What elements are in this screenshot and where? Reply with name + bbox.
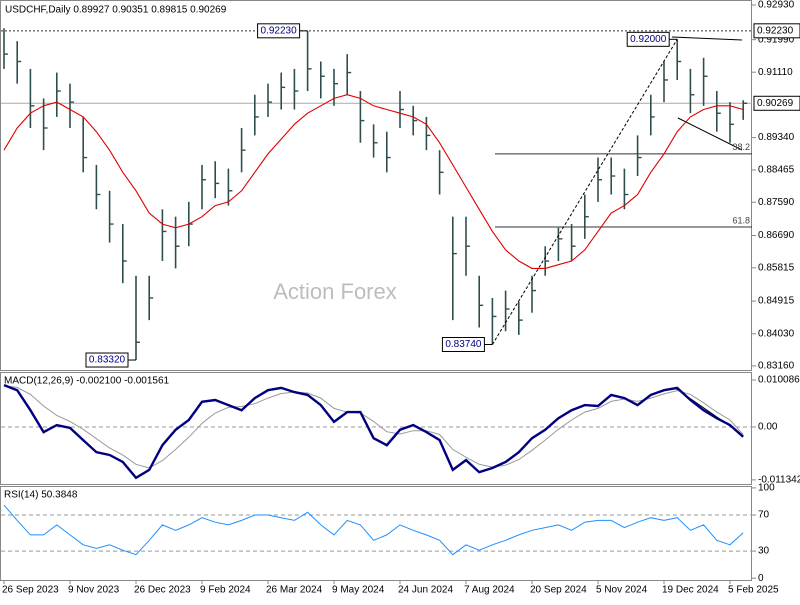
x-tick-label: 5 Feb 2025 xyxy=(728,585,779,596)
peak-label-box xyxy=(441,337,485,353)
rsi-line xyxy=(3,504,744,556)
y-tick-label: 0.87590 xyxy=(758,197,795,208)
y-tick-label: 0.88465 xyxy=(758,165,795,176)
trendline xyxy=(491,39,678,345)
y-tick-label: 0.83160 xyxy=(758,361,795,372)
level-label-box xyxy=(753,23,800,39)
x-tick-label: 19 Dec 2024 xyxy=(662,585,719,596)
x-tick-label: 9 May 2024 xyxy=(332,585,385,596)
macd-panel xyxy=(0,372,752,485)
y-tick-label: 0.85815 xyxy=(758,262,795,273)
price-panel xyxy=(0,0,752,371)
chart-title: RSI(14) 50.3848 xyxy=(4,490,78,501)
fib-label: 61.8 xyxy=(732,215,750,225)
peak-label-box xyxy=(626,31,670,47)
y-tick-label: 0.86690 xyxy=(758,230,795,241)
y-tick-label: 0.84915 xyxy=(758,296,795,307)
level-label-box xyxy=(753,95,800,111)
x-tick-label: 24 Jun 2024 xyxy=(398,585,453,596)
trendline xyxy=(671,36,743,41)
x-tick-label: 26 Mar 2024 xyxy=(266,585,323,596)
moving-average xyxy=(3,94,744,269)
y-tick-label: 0.00 xyxy=(758,422,778,433)
chart-title: USDCHF,Daily 0.89927 0.90351 0.89815 0.9… xyxy=(5,5,227,16)
level-label: 0.90269 xyxy=(757,98,794,109)
y-tick-label: -0.011342 xyxy=(758,475,800,486)
x-tick-label: 5 Nov 2024 xyxy=(596,585,648,596)
peak-label: 0.92000 xyxy=(630,34,667,45)
peak-label: 0.92230 xyxy=(261,25,298,36)
y-tick-label: 0.010086 xyxy=(758,375,800,386)
peak-label: 0.83740 xyxy=(445,339,482,350)
peak-label-box xyxy=(85,352,129,368)
y-tick-label: 0.91990 xyxy=(758,34,795,45)
x-tick-label: 26 Dec 2023 xyxy=(134,585,191,596)
y-tick-label: 0.92930 xyxy=(758,0,795,11)
fib-label: 38.2 xyxy=(732,142,750,152)
x-tick-label: 26 Sep 2023 xyxy=(2,585,59,596)
y-tick-label: 100 xyxy=(758,483,775,494)
x-tick-label: 7 Aug 2024 xyxy=(464,585,515,596)
chart-title: MACD(12,26,9) -0.002100 -0.001561 xyxy=(4,376,170,387)
x-tick-label: 9 Nov 2023 xyxy=(68,585,120,596)
y-tick-label: 0.84030 xyxy=(758,328,795,339)
peak-label-box xyxy=(257,23,301,39)
peak-label: 0.83320 xyxy=(89,355,126,366)
macd-line xyxy=(3,385,744,469)
trendline xyxy=(677,117,743,151)
watermark: Action Forex xyxy=(273,279,397,304)
y-tick-label: 0.91110 xyxy=(758,67,793,78)
level-label: 0.92230 xyxy=(757,25,794,36)
rsi-panel xyxy=(0,486,752,581)
y-tick-label: 70 xyxy=(758,510,770,521)
x-tick-label: 20 Sep 2024 xyxy=(530,585,587,596)
y-tick-label: 0 xyxy=(758,573,764,584)
x-tick-label: 9 Feb 2024 xyxy=(200,585,251,596)
y-tick-label: 0.89340 xyxy=(758,132,795,143)
y-tick-label: 30 xyxy=(758,546,770,557)
macd-line xyxy=(3,383,744,480)
